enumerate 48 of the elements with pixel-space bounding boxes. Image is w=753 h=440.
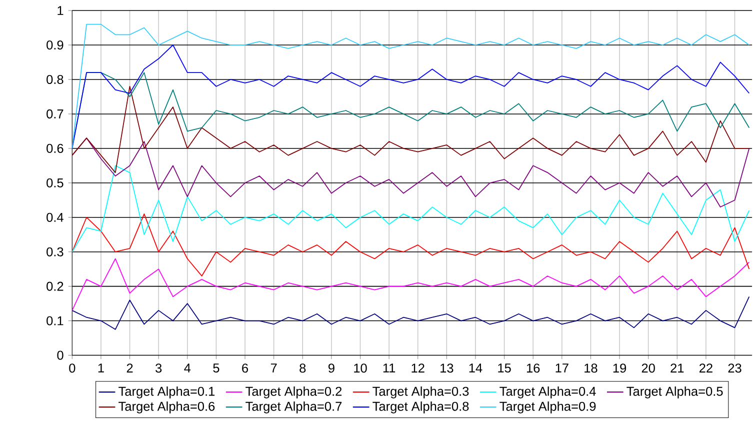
x-tick-label: 15	[498, 363, 511, 372]
line-series	[72, 24, 750, 149]
x-tick-label: 13	[440, 363, 454, 372]
x-tick-label: 12	[412, 363, 424, 372]
legend-label: Target Alpha=0.9	[500, 401, 596, 414]
line-series	[72, 213, 750, 276]
x-tick-label: 17	[556, 363, 568, 372]
x-tick-label: 6	[242, 363, 248, 372]
legend-label: Target Alpha=0.3	[372, 386, 469, 398]
x-tick-label: 9	[328, 363, 334, 372]
y-tick-label: 0.9	[46, 40, 64, 50]
x-tick-label: 18	[584, 363, 598, 372]
x-tick-label: 20	[642, 363, 655, 372]
x-tick-label: 7	[270, 363, 277, 372]
legend-label: Target Alpha=0.8	[372, 401, 469, 414]
x-tick-label: 3	[156, 363, 162, 372]
x-tick-label: 0	[69, 363, 76, 372]
legend-label: Target Alpha=0.7	[246, 401, 342, 414]
x-tick-label: 23	[728, 363, 742, 372]
y-tick-label: 0.4	[46, 212, 64, 222]
legend-label: Target Alpha=0.1	[118, 386, 215, 398]
x-tick-label: 22	[699, 363, 712, 372]
legend-label: Target Alpha=0.4	[500, 386, 596, 398]
line-series	[72, 44, 750, 149]
y-tick-label: 0	[57, 350, 64, 360]
x-tick-label: 5	[213, 363, 220, 372]
x-tick-label: 1	[98, 363, 104, 372]
x-tick-label: 2	[126, 363, 133, 372]
y-tick-label: 0.8	[46, 74, 64, 84]
y-tick-label: 0.3	[46, 247, 64, 256]
legend-label: Target Alpha=0.5	[626, 386, 723, 398]
y-tick-label: 0.5	[46, 178, 64, 188]
x-tick-label: 8	[300, 363, 306, 372]
y-tick-label: 0.2	[46, 282, 64, 291]
y-tick-label: 0.6	[46, 144, 64, 153]
x-tick-label: 16	[526, 363, 540, 372]
y-tick-label: 0.7	[46, 109, 64, 118]
x-tick-label: 21	[670, 363, 684, 372]
legend-label: Target Alpha=0.6	[118, 401, 215, 414]
legend-label: Target Alpha=0.2	[246, 386, 342, 398]
y-tick-label: 1	[58, 6, 64, 15]
line-series	[72, 296, 750, 330]
x-tick-label: 10	[354, 363, 367, 372]
x-tick-label: 14	[469, 363, 482, 372]
x-tick-label: 19	[613, 363, 626, 372]
y-tick-label: 0.1	[46, 316, 64, 326]
x-tick-label: 4	[184, 363, 191, 372]
x-tick-label: 11	[383, 363, 396, 372]
